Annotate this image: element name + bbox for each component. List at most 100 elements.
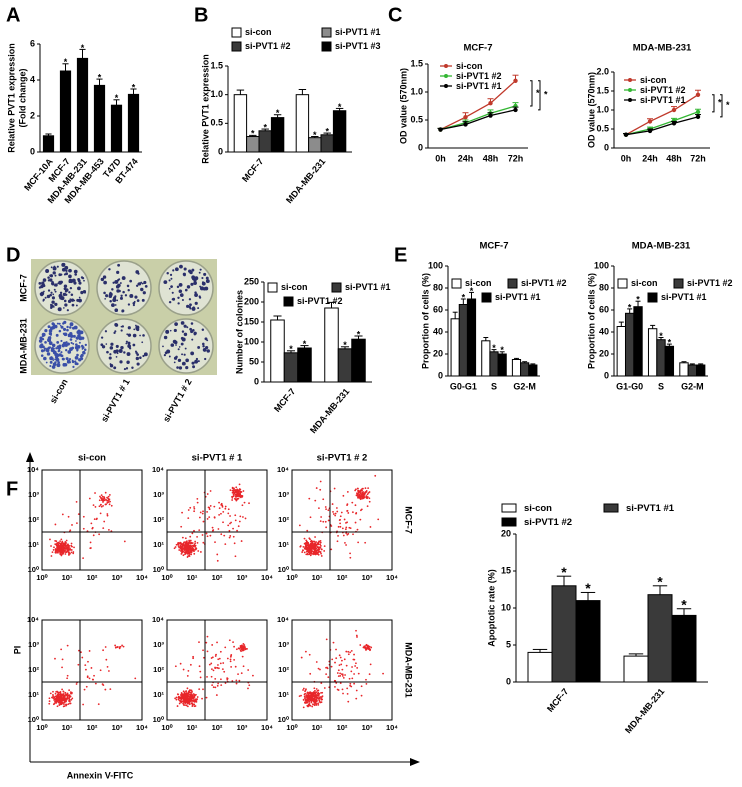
colony (60, 339, 63, 343)
event-dot (310, 699, 313, 702)
flow-tick-label: 10² (87, 723, 98, 732)
point (695, 109, 701, 115)
colony (108, 268, 111, 271)
event-dot (314, 536, 316, 538)
colony (43, 349, 46, 352)
event-dot (64, 543, 67, 546)
event-dot (345, 522, 347, 524)
event-dot (184, 537, 187, 540)
colony (103, 291, 106, 295)
event-dot (232, 527, 234, 530)
event-dot (302, 689, 304, 691)
event-dot (174, 546, 177, 548)
colony (143, 280, 147, 285)
colony (202, 348, 207, 352)
event-dot (319, 551, 322, 554)
flow-tick-label: 10³ (278, 640, 289, 649)
event-dot (84, 664, 87, 667)
flow-col-title: si-PVT1 # 1 (192, 453, 243, 464)
event-dot (238, 494, 241, 497)
bar (450, 318, 460, 377)
colony (61, 357, 65, 361)
colony (166, 349, 171, 354)
event-dot (337, 675, 340, 678)
colony (109, 353, 112, 356)
bar (76, 57, 89, 153)
event-dot (346, 687, 349, 690)
flow-tick-label: 10³ (153, 640, 164, 649)
event-dot (356, 528, 359, 531)
event-dot (71, 697, 74, 700)
event-dot (70, 551, 73, 554)
colony (109, 364, 114, 368)
colony (54, 352, 59, 357)
event-dot (357, 490, 359, 492)
flow-row-label: MCF-7 (404, 506, 414, 534)
colony (43, 356, 47, 361)
event-dot (98, 533, 101, 536)
event-dot (52, 690, 54, 693)
event-dot (342, 494, 345, 497)
event-dot (98, 505, 101, 508)
event-dot (349, 552, 351, 555)
event-dot (190, 694, 193, 697)
event-dot (182, 544, 185, 546)
event-dot (193, 700, 196, 703)
event-dot (177, 695, 180, 698)
event-dot (356, 495, 359, 497)
event-dot (191, 544, 194, 547)
event-dot (309, 538, 311, 541)
colony (118, 349, 123, 354)
event-dot (61, 701, 64, 704)
colony (194, 301, 198, 305)
colony (53, 288, 56, 291)
event-dot (229, 660, 232, 663)
event-dot (63, 697, 65, 700)
event-dot (61, 540, 64, 543)
colony (51, 280, 54, 284)
colony (82, 350, 86, 355)
flow-frame (166, 469, 268, 571)
event-dot (370, 646, 373, 649)
event-dot (57, 548, 60, 551)
flow-tick-label: 10³ (237, 573, 248, 582)
event-dot (234, 514, 237, 517)
colony (184, 288, 188, 292)
colony (178, 346, 181, 348)
event-dot (303, 542, 306, 545)
event-dot (319, 520, 322, 523)
colony (62, 332, 66, 335)
event-dot (335, 657, 338, 660)
flow-tick-label: 10⁴ (136, 723, 148, 732)
colony (63, 320, 67, 324)
bar (59, 70, 72, 153)
colony (79, 330, 84, 335)
y-tick-label: 0 (254, 376, 259, 386)
event-dot (339, 522, 342, 525)
event-dot (61, 688, 64, 691)
event-dot (351, 677, 354, 680)
colony (181, 361, 186, 366)
y-tick-label: 40 (599, 326, 609, 336)
event-dot (241, 504, 244, 507)
event-dot (100, 503, 102, 506)
colony (65, 357, 69, 361)
event-dot (195, 693, 197, 696)
event-dot (325, 508, 327, 511)
colony (49, 274, 54, 278)
event-dot (346, 491, 349, 493)
colony (119, 296, 124, 300)
legend-label: si-con (456, 61, 483, 71)
event-dot (362, 646, 365, 649)
event-dot (323, 687, 326, 689)
event-dot (65, 547, 68, 550)
event-dot (311, 540, 314, 543)
colony (74, 345, 79, 350)
colony (80, 276, 84, 279)
significance: * (657, 574, 663, 590)
colony (188, 298, 192, 301)
event-dot (243, 646, 246, 648)
y-tick-label: 0 (604, 370, 609, 380)
flow-ylabel: PI (12, 646, 22, 655)
event-dot (306, 701, 309, 704)
